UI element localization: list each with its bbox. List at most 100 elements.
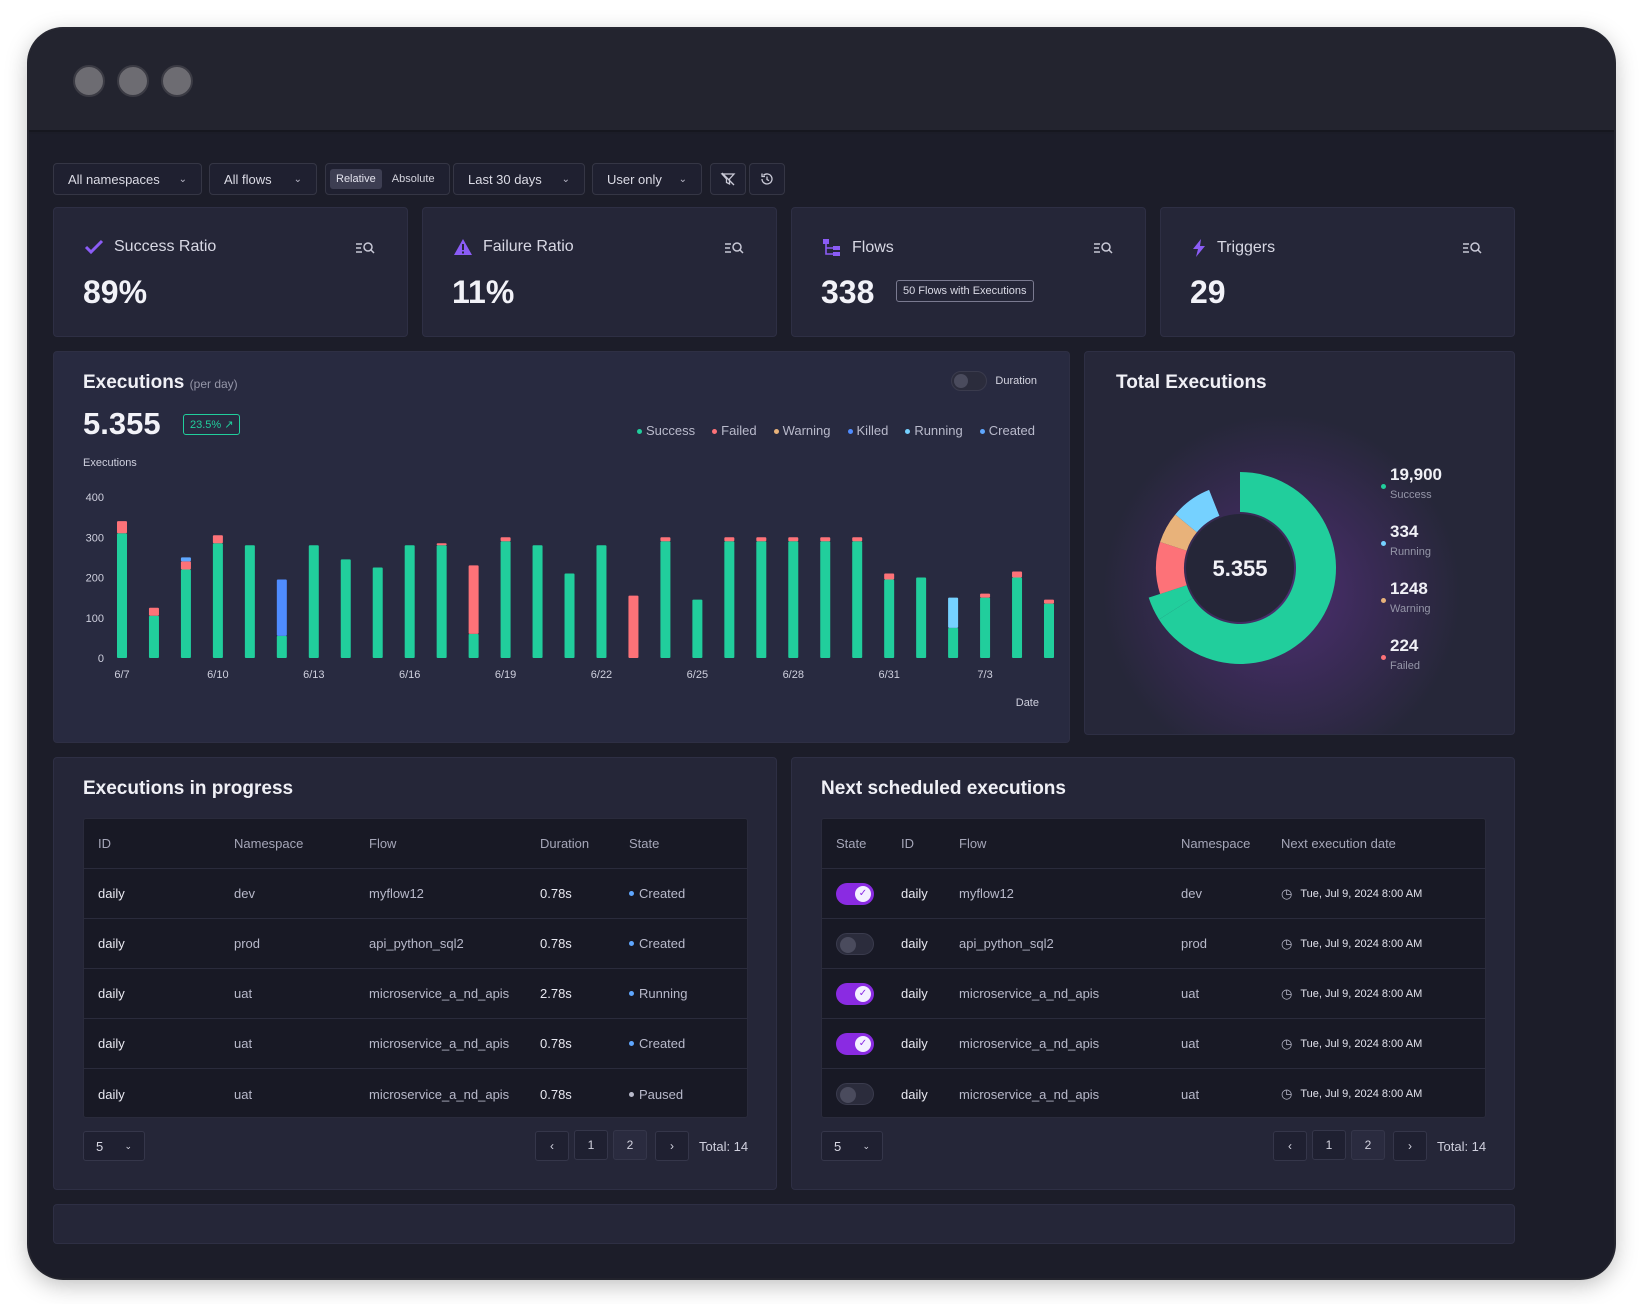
search-details-icon[interactable] xyxy=(1093,240,1113,259)
table-row[interactable]: ✓ daily microservice_a_nd_apis uat ◷ Tue, Jul… xyxy=(822,1019,1485,1069)
bar-success xyxy=(724,541,735,658)
bar-created xyxy=(180,557,191,562)
search-details-icon-svg xyxy=(356,242,375,254)
prev-page-button[interactable]: ‹ xyxy=(535,1131,569,1161)
legend-running[interactable]: Running xyxy=(905,423,963,438)
relative-tab[interactable]: Relative xyxy=(330,169,382,189)
col-flow[interactable]: Flow xyxy=(959,836,987,851)
search-details-icon[interactable] xyxy=(1462,240,1482,259)
col-id[interactable]: ID xyxy=(901,836,914,851)
col-namespace[interactable]: Namespace xyxy=(234,836,304,851)
x-tick-label: 6/19 xyxy=(495,669,516,681)
row-flow: myflow12 xyxy=(959,886,1014,901)
toggle-knob xyxy=(840,936,856,953)
table-row[interactable]: daily prod api_python_sql2 0.78s Created xyxy=(84,919,747,969)
legend-dot xyxy=(1381,655,1386,660)
page-size-select[interactable]: 5 ⌄ xyxy=(821,1131,883,1161)
search-details-icon[interactable] xyxy=(724,240,744,259)
bar-success xyxy=(852,541,863,658)
bar-failed xyxy=(884,573,895,580)
row-id: daily xyxy=(98,986,125,1001)
legend-killed[interactable]: Killed xyxy=(847,423,888,438)
bar-failed xyxy=(756,537,767,542)
legend-dot xyxy=(1381,541,1386,546)
page-1-button[interactable]: 1 xyxy=(1312,1130,1346,1160)
window-titlebar xyxy=(29,29,1614,132)
window-maximize-dot[interactable] xyxy=(161,65,193,97)
page-size-select[interactable]: 5 ⌄ xyxy=(83,1131,145,1161)
table-row[interactable]: ✓ daily microservice_a_nd_apis uat ◷ Tue, Jul… xyxy=(822,969,1485,1019)
namespace-select[interactable]: All namespaces ⌄ xyxy=(53,163,202,195)
table-row[interactable]: daily uat microservice_a_nd_apis 0.78s Creat… xyxy=(84,1019,747,1069)
duration-switch[interactable] xyxy=(951,371,988,391)
schedule-enabled-toggle[interactable] xyxy=(836,1083,874,1105)
bar-success xyxy=(596,545,607,658)
prev-page-button[interactable]: ‹ xyxy=(1273,1131,1307,1161)
legend-dot xyxy=(1381,484,1386,489)
total-executions-title: Total Executions xyxy=(1116,372,1267,393)
duration-switch-knob xyxy=(954,374,969,388)
row-id: daily xyxy=(901,936,928,951)
in-progress-title: Executions in progress xyxy=(83,778,294,799)
next-date-text: Tue, Jul 9, 2024 8:00 AM xyxy=(1300,1088,1423,1100)
bar-failed xyxy=(1012,571,1023,578)
refresh-button[interactable] xyxy=(749,163,785,195)
flows-select[interactable]: All flows ⌄ xyxy=(209,163,317,195)
clear-filters-button[interactable] xyxy=(710,163,746,195)
table-row[interactable]: daily dev myflow12 0.78s Created xyxy=(84,869,747,919)
search-details-icon[interactable] xyxy=(355,240,375,259)
col-namespace[interactable]: Namespace xyxy=(1181,836,1251,851)
table-row[interactable]: daily uat microservice_a_nd_apis 0.78s Pause… xyxy=(84,1069,747,1119)
page-2-button[interactable]: 2 xyxy=(1351,1130,1385,1160)
col-next-execution-date[interactable]: Next execution date xyxy=(1281,836,1396,851)
table-row[interactable]: ✓ daily myflow12 dev ◷ Tue, Jul 9, 2024 8:00 … xyxy=(822,869,1485,919)
page-1-button[interactable]: 1 xyxy=(574,1130,608,1160)
legend-created[interactable]: Created xyxy=(979,423,1035,438)
schedule-enabled-toggle[interactable]: ✓ xyxy=(836,982,874,1005)
page-size-value: 5 xyxy=(834,1138,842,1154)
check-icon xyxy=(84,239,104,255)
kpi-title-text: Flows xyxy=(852,239,894,256)
next-page-button[interactable]: › xyxy=(1393,1131,1427,1161)
row-duration: 0.78s xyxy=(540,886,572,901)
user-filter-select[interactable]: User only ⌄ xyxy=(592,163,702,195)
duration-toggle[interactable]: Duration xyxy=(951,371,1037,391)
executions-title: Executions (per day) xyxy=(83,372,238,394)
col-state[interactable]: State xyxy=(836,836,867,851)
legend-success[interactable]: Success xyxy=(637,423,695,438)
x-tick-label: 6/16 xyxy=(399,669,420,681)
table-row[interactable]: daily microservice_a_nd_apis uat ◷ Tue, Jul … xyxy=(822,1069,1485,1119)
page-2-button[interactable]: 2 xyxy=(613,1130,647,1160)
window-minimize-dot[interactable] xyxy=(117,65,149,97)
schedule-enabled-toggle[interactable]: ✓ xyxy=(836,882,874,905)
chevron-down-icon: ⌄ xyxy=(678,173,687,185)
col-duration[interactable]: Duration xyxy=(540,836,590,851)
table-header: ID Namespace Flow Duration State xyxy=(84,819,747,869)
bar-success xyxy=(884,579,895,658)
bar-success xyxy=(404,545,415,658)
legend-warning[interactable]: Warning xyxy=(773,423,831,438)
search-details-icon-svg xyxy=(1094,242,1113,254)
bar-failed xyxy=(500,537,511,542)
next-page-button[interactable]: › xyxy=(655,1131,689,1161)
table-row[interactable]: daily api_python_sql2 prod ◷ Tue, Jul 9, 202… xyxy=(822,919,1485,969)
absolute-tab[interactable]: Absolute xyxy=(391,173,435,185)
schedule-enabled-toggle[interactable] xyxy=(836,932,874,955)
row-flow: api_python_sql2 xyxy=(369,936,464,951)
x-tick-label: 6/28 xyxy=(783,669,804,681)
col-flow[interactable]: Flow xyxy=(369,836,397,851)
date-range-select[interactable]: Last 30 days ⌄ xyxy=(453,163,585,195)
row-next-date: ◷ Tue, Jul 9, 2024 8:00 AM xyxy=(1281,919,1422,968)
window-close-dot[interactable] xyxy=(73,65,105,97)
schedule-enabled-toggle[interactable]: ✓ xyxy=(836,1032,874,1055)
col-id[interactable]: ID xyxy=(98,836,111,851)
bar-success xyxy=(436,545,447,658)
bar-success xyxy=(820,541,831,658)
flows-with-executions-badge[interactable]: 50 Flows with Executions xyxy=(896,280,1034,302)
row-state: Created xyxy=(629,919,685,968)
table-row[interactable]: daily uat microservice_a_nd_apis 2.78s Runni… xyxy=(84,969,747,1019)
col-state[interactable]: State xyxy=(629,836,660,851)
donut-center xyxy=(1186,514,1294,622)
legend-failed[interactable]: Failed xyxy=(712,423,757,438)
x-tick-label: 6/25 xyxy=(687,669,708,681)
